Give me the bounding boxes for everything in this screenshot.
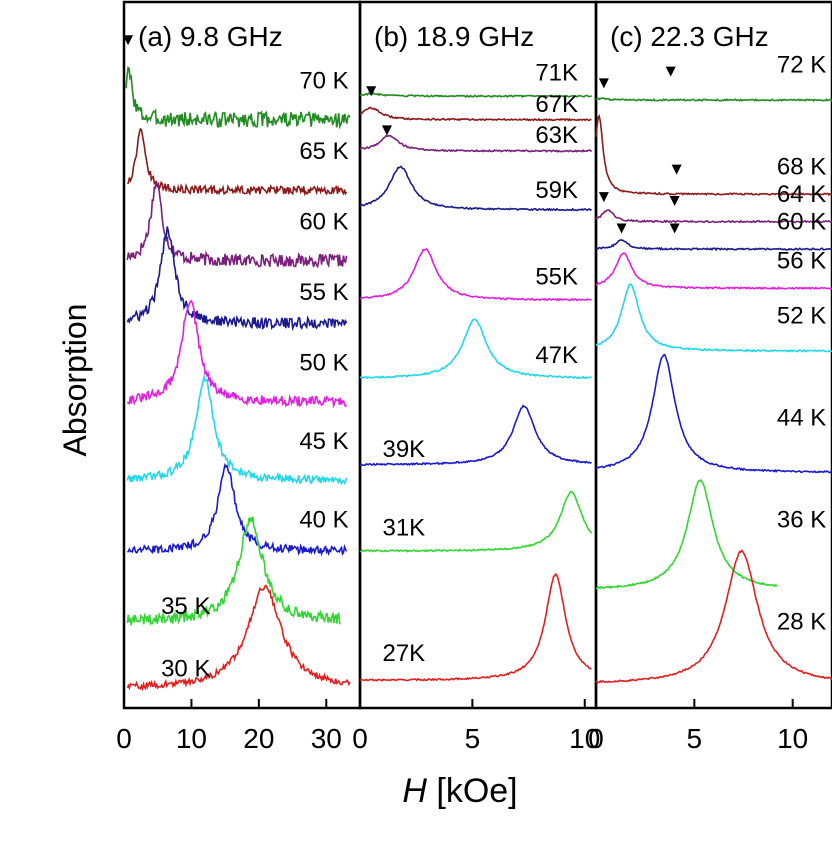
series-line (359, 572, 592, 682)
x-tick-label: 20 (243, 723, 274, 754)
curve-label: 56 K (777, 248, 826, 275)
triangle-marker-icon (616, 223, 627, 234)
curve-label: 28 K (777, 609, 826, 636)
x-tick-label: 5 (465, 723, 481, 754)
curve-label: 65 K (299, 138, 348, 165)
curve-label: 59K (535, 177, 578, 204)
triangle-marker-icon (381, 125, 392, 136)
curve-label: 44 K (777, 405, 826, 432)
curve-label: 36 K (777, 507, 826, 534)
series-line (595, 239, 832, 252)
x-axis-label-unit: [kOe] (427, 772, 518, 810)
x-tick-label: 10 (569, 723, 600, 754)
series-line (595, 114, 832, 196)
series-line (359, 165, 592, 212)
series-line (595, 209, 832, 224)
series-line (359, 106, 592, 122)
x-tick-label: 0 (588, 723, 604, 754)
x-tick-label: 10 (777, 723, 808, 754)
x-tick-label: 10 (176, 723, 207, 754)
series-line (595, 97, 832, 102)
series-line (125, 65, 351, 130)
curve-label: 72 K (777, 52, 826, 79)
panel-title: (b) 18.9 GHz (374, 21, 534, 52)
panel-title: (a) 9.8 GHz (138, 21, 283, 52)
series-line (595, 353, 832, 474)
triangle-marker-icon (366, 86, 377, 97)
curve-label: 71K (535, 59, 578, 86)
curve-label: 39K (382, 436, 425, 463)
panel-3: (c) 22.3 GHz 0 5 10 72 K 68 K64 K60 K 56 K 52 K… (588, 0, 832, 754)
series-line (126, 299, 348, 409)
triangle-marker-icon (669, 196, 680, 207)
curve-label: 70 K (299, 67, 348, 94)
series-line (126, 180, 348, 269)
series-line (359, 92, 593, 99)
curve-label: 35 K (161, 593, 210, 620)
curve-label: 52 K (777, 303, 826, 330)
curve-label: 55 K (299, 279, 348, 306)
curve-label: 68 K (777, 154, 826, 181)
triangle-marker-icon (598, 192, 609, 203)
triangle-marker-icon (671, 164, 682, 175)
series-line (126, 584, 351, 692)
series-line (126, 127, 348, 197)
curve-label: 55K (535, 263, 578, 290)
curve-label: 45 K (299, 428, 348, 455)
series-line (126, 226, 348, 332)
triangle-marker-icon (123, 35, 134, 46)
y-axis-label: Absorption (57, 304, 93, 457)
curve-label: 47K (535, 342, 578, 369)
x-tick-label: 5 (687, 723, 703, 754)
curve-label: 60 K (299, 208, 348, 235)
series-line (126, 373, 348, 486)
curve-label: 60 K (777, 208, 826, 235)
triangle-marker-icon (669, 223, 680, 234)
series-line (126, 516, 341, 626)
curve-label: 63K (535, 122, 578, 149)
curve-label: 31K (382, 514, 425, 541)
series-line (359, 134, 593, 153)
series-line (595, 479, 778, 590)
series-line (359, 490, 593, 553)
curve-label: 40 K (299, 507, 348, 534)
panel-title: (c) 22.3 GHz (610, 21, 769, 52)
x-axis-label-symbol: H (402, 772, 427, 810)
curve-label: 30 K (161, 656, 210, 683)
triangle-marker-icon (665, 66, 676, 77)
curve-label: 27K (382, 640, 425, 667)
series-line (595, 252, 832, 291)
triangle-marker-icon (598, 78, 609, 89)
series-line (359, 248, 592, 302)
curve-label: 67K (535, 91, 578, 118)
series-line (359, 404, 592, 467)
panel-1: (a) 9.8 GHz 0 10 20 30 70 K 65 K 60 K 55 K 50 K 45… (116, 0, 362, 754)
x-tick-label: 0 (352, 723, 368, 754)
series-line (126, 462, 348, 557)
x-tick-label: 0 (116, 723, 132, 754)
series-line (595, 549, 832, 684)
x-axis-label: H [kOe] (402, 772, 517, 810)
x-tick-label: 30 (311, 723, 342, 754)
panel-frame (594, 0, 832, 710)
curve-label: 64 K (777, 181, 826, 208)
series-line (595, 283, 832, 353)
series-line (359, 318, 592, 380)
curve-label: 50 K (299, 350, 348, 377)
panel-2: (b) 18.9 GHz 0 5 10 71K 67K 63K 59K 55K 47K 39K 31K… (352, 0, 600, 754)
